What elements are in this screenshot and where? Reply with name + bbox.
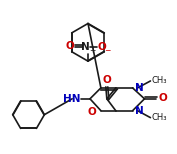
Text: O: O: [102, 75, 111, 85]
Text: N: N: [81, 42, 89, 52]
Text: O: O: [65, 41, 74, 51]
Text: O: O: [87, 107, 96, 117]
Text: −: −: [104, 46, 110, 55]
Text: CH₃: CH₃: [152, 77, 167, 85]
Text: N: N: [135, 83, 143, 93]
Text: N: N: [135, 106, 143, 116]
Text: O: O: [158, 93, 167, 103]
Text: +: +: [89, 46, 95, 55]
Text: CH₃: CH₃: [152, 113, 167, 122]
Text: HN: HN: [63, 94, 80, 104]
Text: O: O: [98, 42, 107, 52]
